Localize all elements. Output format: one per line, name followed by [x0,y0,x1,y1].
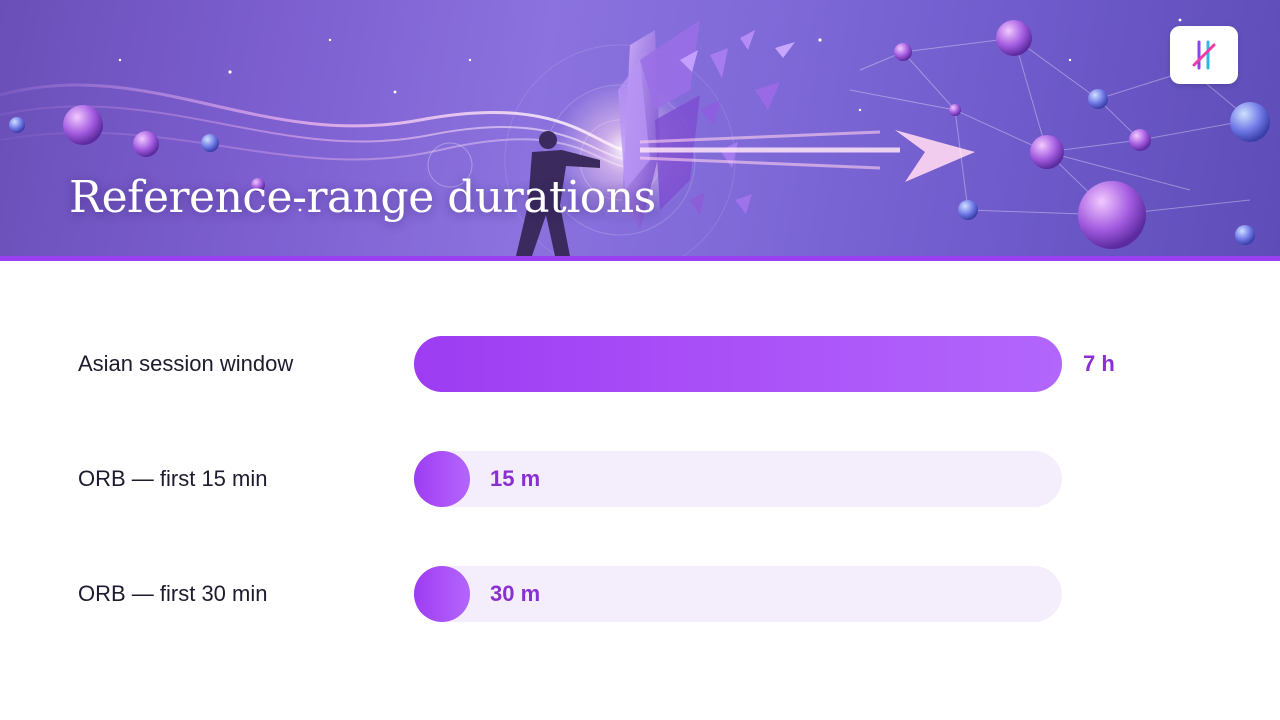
bar-row-orb-15: ORB — first 15 min 15 m [0,451,1280,507]
header-divider [0,256,1280,261]
category-label: ORB — first 15 min [78,466,268,491]
bar-fill [414,566,470,622]
value-label: 30 m [490,581,541,606]
category-label: ORB — first 30 min [78,581,268,606]
bar-row-orb-30: ORB — first 30 min 30 m [0,566,1280,622]
value-label: 15 m [490,466,541,491]
bar-track [414,336,1062,392]
brand-logo-icon [1192,40,1216,70]
bar-fill [414,451,470,507]
bar-fill [414,336,1062,392]
bar-row-asian-session: Asian session window 7 h [0,336,1280,392]
hero-banner: Reference-range durations [0,0,1280,256]
brand-logo[interactable] [1170,26,1238,84]
value-label: 7 h [1083,351,1115,376]
hero-illustration [0,18,1270,256]
bar-track [414,566,1062,622]
duration-bar-chart: Asian session window 7 h ORB — first 15 … [0,261,1280,720]
category-label: Asian session window [78,351,294,376]
bar-track [414,451,1062,507]
slide-title: Reference-range durations [69,172,656,223]
